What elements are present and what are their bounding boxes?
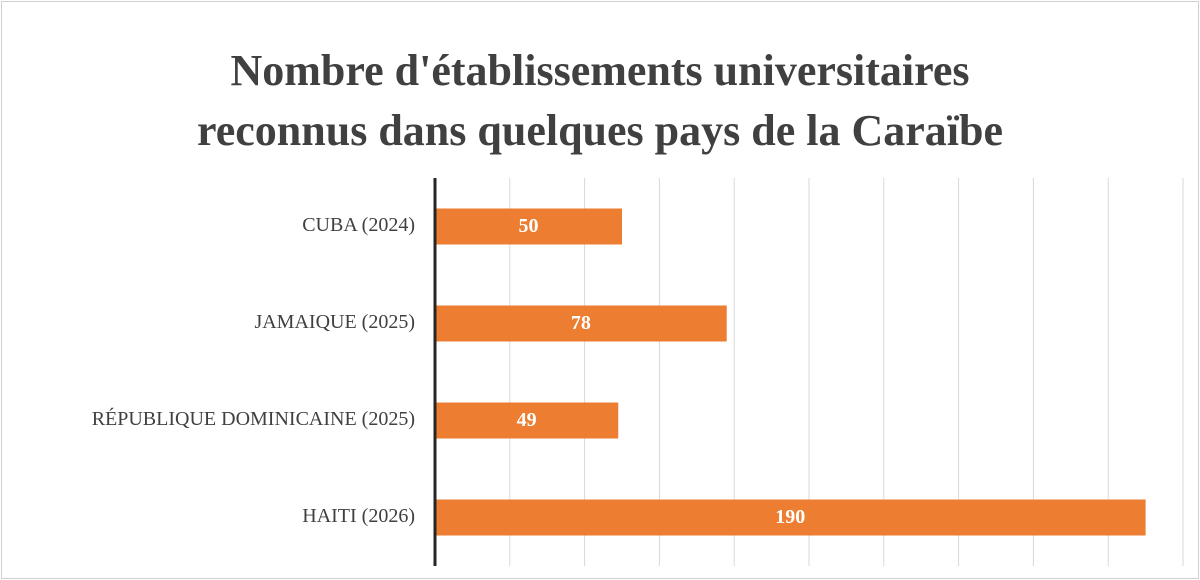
- chart-title: reconnus dans quelques pays de la Caraïb…: [197, 106, 1003, 155]
- y-tick-label: HAITI (2026): [302, 505, 415, 527]
- y-tick-label: JAMAIQUE (2025): [254, 311, 415, 333]
- y-tick-label: RÉPUBLIQUE DOMINICAINE (2025): [92, 407, 415, 430]
- y-tick-label: CUBA (2024): [302, 214, 415, 236]
- bar: [435, 499, 1146, 536]
- value-label: 49: [517, 409, 537, 431]
- value-label: 190: [775, 506, 805, 528]
- bar: [435, 402, 619, 439]
- value-label: 78: [571, 312, 591, 334]
- chart-title: Nombre d'établissements universitaires: [231, 46, 970, 95]
- bar: [435, 305, 727, 342]
- bar: [435, 208, 622, 245]
- value-label: 50: [519, 215, 539, 237]
